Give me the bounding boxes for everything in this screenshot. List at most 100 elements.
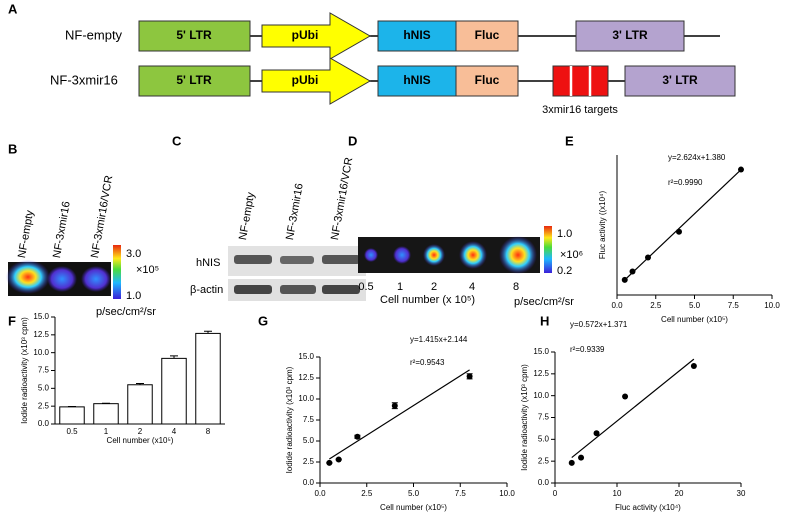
y-tick-label: 2.5: [303, 457, 315, 466]
y-axis-label: Iodide radioactivity (x10³ cpm): [20, 317, 29, 424]
lane-label: NF-3xmir16: [284, 182, 306, 241]
imaging-panel: NF-empty NF-3xmir16 NF-3xmir16/VCR 3.0 ×…: [6, 174, 159, 318]
band: [280, 256, 314, 264]
signal: [47, 266, 77, 292]
band: [322, 285, 360, 294]
lane-label: NF-3xmir16/VCR: [329, 156, 355, 241]
x-axis-label: Cell number (x10⁵): [380, 503, 447, 512]
bar: [59, 406, 85, 425]
x-tick-label: 5.0: [689, 301, 701, 310]
construct-name: NF-3xmir16: [50, 72, 118, 87]
band: [234, 285, 272, 294]
equation: y=2.624x+1.380: [668, 153, 726, 162]
units: p/sec/cm²/sr: [514, 296, 574, 308]
r-squared: r²=0.9543: [410, 358, 445, 367]
x-axis-label: Fluc activity (x10⁴): [615, 503, 681, 512]
element-label: 3' LTR: [612, 28, 648, 42]
element-label: hNIS: [403, 28, 430, 42]
element-label: pUbi: [292, 73, 319, 87]
promoter-arrow: [261, 57, 372, 105]
point: [354, 433, 361, 440]
x-tick-label: 1: [104, 427, 109, 436]
error-bar: [204, 330, 212, 334]
target-box: [552, 65, 609, 97]
construct: NF-empty 5' LTR pUbi hNIS Fluc 3' LTR: [65, 12, 720, 60]
point: [335, 456, 342, 463]
panel-label: A: [8, 1, 18, 16]
y-tick-label: 12.5: [533, 369, 549, 378]
construct-name: NF-empty: [65, 27, 123, 42]
point: [621, 276, 628, 283]
sample-label: NF-empty: [16, 209, 36, 259]
y-tick-label: 0.0: [538, 478, 550, 487]
x-tick-label: 0: [553, 489, 558, 498]
element-label: hNIS: [403, 73, 430, 87]
color-bar: [113, 245, 121, 299]
error-bar: [170, 355, 178, 359]
fit-line: [571, 358, 695, 459]
scale-unit: ×10⁵: [136, 264, 159, 276]
panel-label: E: [565, 133, 574, 148]
x-tick-label: 2.5: [650, 301, 662, 310]
x-tick-label: 2.5: [361, 489, 373, 498]
x-tick-label: 10: [613, 489, 622, 498]
element-label: 3' LTR: [662, 73, 698, 87]
point: [645, 254, 651, 261]
cell-number: 0.5: [358, 281, 373, 293]
point: [391, 402, 398, 409]
x-axis-label: Cell number (x10⁵): [661, 315, 728, 324]
signal: [459, 241, 487, 269]
color-bar: [544, 226, 552, 273]
point: [690, 362, 697, 369]
signal: [364, 248, 378, 262]
y-tick-label: 12.5: [298, 373, 314, 382]
cell-number: 8: [513, 281, 519, 293]
y-tick-label: 2.5: [538, 456, 550, 465]
y-tick-label: 0.0: [38, 419, 50, 428]
y-tick-label: 10.0: [533, 391, 549, 400]
element-label: 5' LTR: [176, 73, 212, 87]
y-tick-label: 0.0: [303, 478, 315, 487]
y-tick-label: 5.0: [538, 434, 550, 443]
y-tick-label: 15.0: [33, 312, 49, 321]
x-tick-label: 4: [172, 427, 177, 436]
y-tick-label: 15.0: [533, 347, 549, 356]
axis-label: Cell number (x 10⁵): [380, 294, 475, 306]
element-label: Fluc: [475, 73, 500, 87]
error-bar: [136, 382, 144, 385]
hnis-box: [377, 65, 457, 97]
point: [326, 459, 333, 466]
y-tick-label: 10.0: [33, 348, 49, 357]
element-label: 5' LTR: [176, 28, 212, 42]
signal: [499, 236, 537, 274]
signal: [81, 266, 111, 292]
y-tick-label: 5.0: [303, 436, 315, 445]
y-tick-label: 7.5: [538, 413, 550, 422]
point: [622, 393, 629, 400]
promoter-arrow: [261, 12, 372, 60]
signal: [423, 244, 445, 266]
ltr-box: [138, 20, 251, 52]
cell-number: 1: [397, 281, 403, 293]
y-tick-label: 5.0: [38, 383, 50, 392]
x-tick-label: 30: [737, 489, 746, 498]
panel-label: G: [258, 313, 268, 328]
cell-number: 4: [469, 281, 475, 293]
y-tick-label: 7.5: [303, 415, 315, 424]
y-axis-label: Iodide radioactivity (x10³ cpm): [520, 364, 529, 471]
x-axis-label: Cell number (x10⁵): [107, 436, 174, 445]
lane-label: NF-empty: [237, 191, 257, 241]
y-tick-label: 12.5: [33, 330, 49, 339]
point: [676, 228, 682, 235]
scale-label: 1.0: [126, 290, 141, 302]
signal: [393, 246, 411, 264]
sample-label: NF-3xmir16: [51, 200, 73, 259]
cell-number: 2: [431, 281, 437, 293]
x-tick-label: 7.5: [455, 489, 467, 498]
y-tick-label: 10.0: [298, 394, 314, 403]
hnis-box: [377, 20, 457, 52]
point: [629, 268, 636, 275]
point: [738, 166, 744, 173]
x-tick-label: 5.0: [408, 489, 420, 498]
